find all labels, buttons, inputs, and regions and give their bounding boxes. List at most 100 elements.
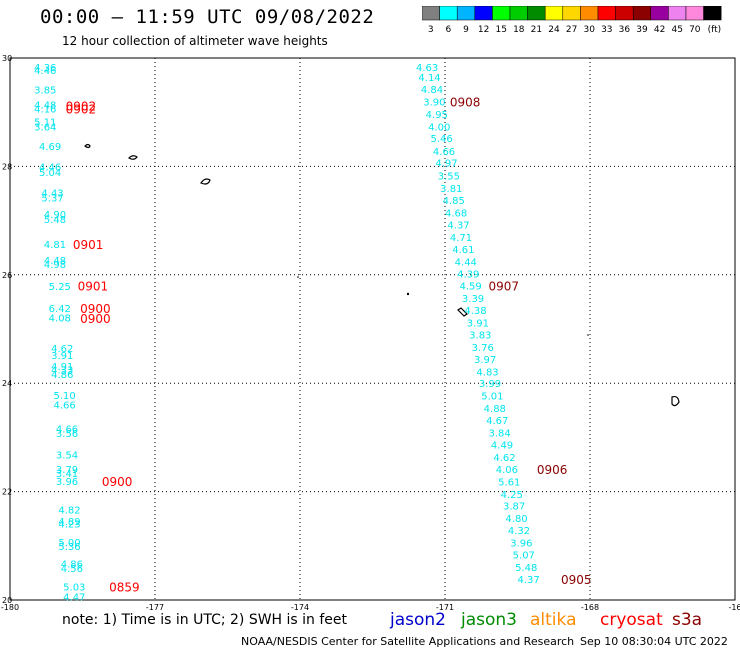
generated-timestamp: Sep 10 08:30:04 UTC 2022 [580,635,728,648]
lat-tick-label: 24 [2,379,12,388]
pass-time-label: 0902 [66,102,97,116]
swh-value: 4.84 [421,85,443,96]
swh-value: 4.14 [418,73,440,84]
swh-value: 4.48 [44,256,66,267]
satellite-label-jason3: jason3 [461,610,517,630]
swh-value: 4.66 [433,147,455,158]
island-outline [84,143,91,149]
swh-value: 5.07 [513,550,535,561]
lon-tick-label: -168 [581,603,599,610]
swh-value: 4.95 [426,110,448,121]
swh-value: 4.98 [44,260,66,271]
swh-value: 4.46 [39,162,61,173]
swh-value: 3.84 [489,429,511,440]
swh-value: 5.48 [515,563,537,574]
swh-value: 4.32 [508,526,530,537]
map-frame [9,57,736,601]
swh-value: 3.55 [438,172,460,183]
swh-value: 4.33 [51,366,73,377]
island-dot [587,334,589,336]
color-label: 12 [478,25,489,35]
swh-value: 4.49 [491,440,513,451]
color-label: 15 [495,25,506,35]
color-label: 42 [654,25,665,35]
page-subtitle: 12 hour collection of altimeter wave hei… [62,34,328,48]
swh-value: 4.81 [44,240,66,251]
swh-value: 3.97 [474,355,496,366]
pass-time-label: 0908 [450,95,481,109]
swh-value: 4.88 [484,404,506,415]
swh-value: 4.08 [49,314,71,325]
swh-value: 4.06 [496,465,518,476]
swh-value: 5.00 [58,538,80,549]
satellite-label-jason2: jason2 [390,610,446,630]
lon-tick-label: -177 [146,603,164,610]
swh-value: 4.83 [476,367,498,378]
swh-value: 4.62 [51,344,73,355]
color-label: 6 [446,25,452,35]
island-outline [671,395,680,407]
swh-value: 3.64 [34,122,56,133]
swh-value: 5.10 [54,391,76,402]
swh-value: 3.41 [56,469,78,480]
swh-value: 4.91 [51,362,73,373]
island-outline [128,155,138,160]
swh-value: 4.43 [41,188,63,199]
units-note: note: 1) Time is in UTC; 2) SWH is in fe… [62,612,348,628]
pass-time-label: 0906 [537,463,568,477]
lat-tick-label: 30 [2,54,12,63]
pass-time-label: 0902 [66,100,97,114]
island-dot [297,276,299,278]
swh-value: 5.36 [58,542,80,553]
pass-time-label: 0900 [80,312,111,326]
color-label: 36 [619,25,631,35]
swh-value: 3.91 [467,318,489,329]
island-outline [457,307,468,317]
swh-value: 4.63 [416,63,438,74]
lat-tick-label: 28 [2,162,12,171]
lon-tick-label: -171 [436,603,454,610]
swh-value: 4.62 [493,453,515,464]
color-label: (ft) [708,25,722,35]
pass-time-label: 0900 [80,302,111,316]
swh-value: 4.86 [61,560,83,571]
swh-value: 4.80 [505,514,527,525]
pass-time-label: 0901 [78,280,109,294]
swh-value: 4.82 [58,505,80,516]
swh-value: 5.48 [44,215,66,226]
swh-value: 3.83 [469,330,491,341]
island-dot [406,292,410,296]
swh-value: 3.56 [56,429,78,440]
swh-value: 5.46 [431,134,453,145]
swh-value: 3.90 [423,97,445,108]
color-label: 27 [566,25,577,35]
swh-value: 4.59 [460,282,482,293]
swh-value: 5.37 [41,193,63,204]
swh-value: 3.54 [56,451,78,462]
swh-value: 4.86 [51,370,73,381]
color-label: 39 [636,25,648,35]
swh-value: 5.25 [49,282,71,293]
swh-value: 3.81 [440,184,462,195]
swh-value: 3.96 [510,539,532,550]
pass-time-label: 0901 [73,238,104,252]
swh-value: 4.37 [518,575,540,586]
lon-tick-label: -180 [1,603,19,610]
credit-line: NOAA/NESDIS Center for Satellite Applica… [241,635,575,648]
swh-value: 5.01 [481,392,503,403]
color-label: 30 [583,25,595,35]
swh-value: 3.87 [503,502,525,513]
swh-value: 4.89 [58,517,80,528]
swh-value: 4.71 [450,233,472,244]
color-label: 3 [428,25,434,35]
color-scale-legend: 3 6 9 12 15 18 21 24 27 30 33 36 39 42 45 70 (ft) [422,6,722,35]
swh-value: 4.97 [435,159,457,170]
swh-value: 3.39 [462,294,484,305]
satellite-label-s3a: s3a [672,610,703,630]
color-label: 33 [601,25,612,35]
wave-height-map[interactable]: -180 -177 -174 -171 -168 -163028262422204.364… [0,0,740,610]
color-swatch [703,6,722,21]
swh-value: 3.99 [479,379,501,390]
swh-value: 3.79 [56,465,78,476]
swh-value: 3.96 [56,477,78,488]
